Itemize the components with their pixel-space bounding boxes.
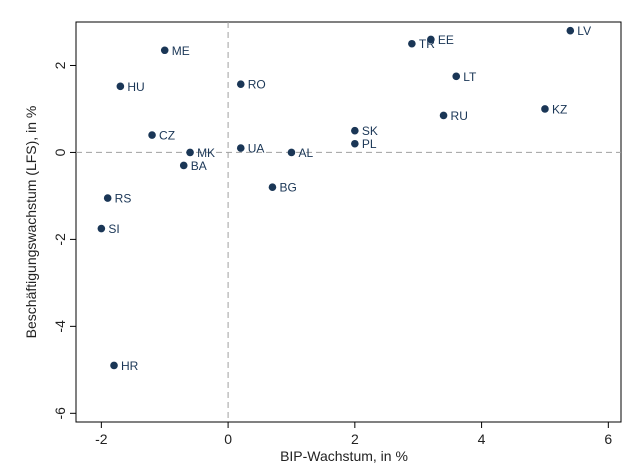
- data-point-pl: [351, 139, 359, 148]
- data-point-rs: [103, 194, 112, 202]
- y-tick-label: -4: [52, 320, 68, 333]
- data-point-ua: [236, 144, 245, 152]
- x-axis-title: BIP-Wachstum, in %: [280, 448, 408, 464]
- x-tick-label: 0: [224, 431, 232, 447]
- point-label-ru: RU: [451, 109, 468, 123]
- point-label-si: SI: [108, 222, 119, 236]
- point-label-lt: LT: [463, 70, 477, 84]
- point-label-pl: PL: [362, 137, 377, 151]
- point-label-lv: LV: [577, 24, 591, 38]
- x-tick-label: -2: [95, 431, 108, 447]
- point-label-bg: BG: [279, 181, 296, 195]
- data-point-me: [160, 46, 169, 55]
- y-tick-label: 0: [52, 148, 68, 156]
- point-label-cz: CZ: [159, 129, 175, 143]
- reference-lines: [76, 22, 621, 422]
- data-point-ro: [236, 80, 245, 88]
- data-point-kz: [541, 105, 549, 113]
- data-point-mk: [186, 148, 194, 157]
- x-tick-label: 6: [604, 431, 612, 447]
- data-point-cz: [148, 131, 156, 139]
- point-label-al: AL: [298, 146, 313, 160]
- point-label-rs: RS: [115, 192, 132, 206]
- point-label-tr: TR: [419, 37, 435, 51]
- y-tick-label: -6: [52, 407, 68, 420]
- y-axis: -6 -4 -2 0 2: [52, 61, 76, 420]
- x-tick-label: 4: [478, 431, 486, 447]
- data-point-si: [97, 224, 106, 233]
- point-label-ba: BA: [191, 159, 207, 173]
- data-point-ee: [427, 35, 435, 44]
- data-point-sk: [351, 126, 359, 135]
- point-label-ee: EE: [438, 33, 454, 47]
- plot-area: [75, 21, 622, 423]
- x-axis: -2 0 2 4 6: [95, 422, 612, 447]
- data-point-ba: [179, 161, 188, 170]
- point-label-mk: MK: [197, 146, 215, 160]
- data-point-tr: [408, 39, 416, 48]
- point-label-me: ME: [172, 44, 190, 58]
- y-tick-label: -2: [52, 233, 68, 246]
- data-point-ru: [439, 111, 448, 120]
- data-point-bg: [268, 183, 277, 192]
- data-point-hu: [116, 82, 125, 91]
- data-point-al: [287, 148, 296, 157]
- point-label-hu: HU: [127, 80, 144, 94]
- data-point-lt: [452, 72, 461, 81]
- point-label-ro: RO: [248, 78, 266, 92]
- x-tick-label: 2: [351, 431, 359, 447]
- point-label-sk: SK: [362, 124, 378, 138]
- y-tick-label: 2: [52, 61, 68, 69]
- point-label-hr: HR: [121, 359, 139, 373]
- point-label-ua: UA: [248, 142, 265, 156]
- data-point-lv: [566, 26, 575, 35]
- data-point-hr: [110, 361, 118, 370]
- point-label-kz: KZ: [552, 102, 567, 116]
- y-axis-title: Beschäftigungswachstum (LFS), in %: [23, 106, 39, 339]
